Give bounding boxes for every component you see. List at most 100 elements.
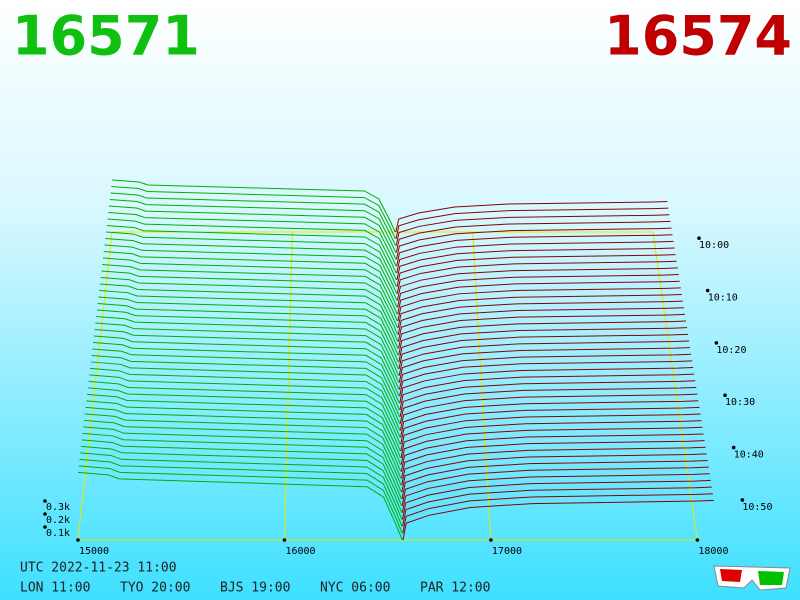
depth-line <box>102 257 398 315</box>
depth-line <box>402 486 712 527</box>
depth-line <box>91 354 400 417</box>
depth-line <box>78 465 403 534</box>
depth-line <box>397 280 680 315</box>
y-tick-label: 0.2k <box>46 515 70 526</box>
depth-line <box>397 300 683 335</box>
depth-line <box>105 231 397 287</box>
tick-mark <box>714 341 719 345</box>
tick-mark <box>723 393 727 398</box>
depth-line <box>395 220 671 253</box>
depth-line <box>401 440 705 479</box>
depth-line <box>79 458 403 527</box>
depth-line <box>82 432 402 500</box>
depth-line <box>97 302 399 363</box>
depth-line <box>396 260 677 294</box>
grid-line <box>77 231 113 541</box>
tick-mark <box>43 499 47 503</box>
depth-line <box>83 419 402 486</box>
depth-line <box>396 254 676 287</box>
depth-line <box>396 240 674 274</box>
x-tick-label: 18000 <box>698 546 728 557</box>
depth-line <box>96 315 400 376</box>
depth-line <box>88 380 401 445</box>
depth-line <box>398 313 685 349</box>
city-clock: LON 11:00 <box>20 581 90 596</box>
depth-line <box>398 347 691 383</box>
depth-line <box>93 335 400 397</box>
tick-mark <box>697 236 701 240</box>
depth-line <box>399 386 697 424</box>
3d-glasses-icon <box>713 565 791 591</box>
depth-line <box>397 293 682 328</box>
depth-line <box>397 307 684 342</box>
depth-line <box>401 479 711 520</box>
time-tick-label: 10:10 <box>708 293 738 304</box>
y-tick-label: 0.1k <box>46 528 70 539</box>
depth-line <box>109 198 397 253</box>
depth-line <box>400 433 704 472</box>
depth-line <box>108 205 397 260</box>
depth-line <box>395 201 668 233</box>
depth-line <box>83 426 402 493</box>
depth-line <box>401 446 706 486</box>
depth-line <box>105 237 398 294</box>
time-tick-label: 10:40 <box>734 450 764 461</box>
tick-mark <box>43 525 47 529</box>
depth-line <box>395 207 669 239</box>
depth-line <box>103 250 398 308</box>
tick-mark <box>695 538 700 542</box>
depth-line <box>108 211 397 267</box>
city-clock: PAR 12:00 <box>420 581 490 596</box>
depth-line <box>397 274 679 308</box>
ask-price: 16574 <box>604 5 792 68</box>
depth-line <box>400 420 702 458</box>
depth-line <box>77 471 403 541</box>
depth-line <box>94 328 400 390</box>
depth-line <box>111 185 396 240</box>
depth-line <box>99 283 399 342</box>
depth-line <box>396 234 673 267</box>
depth-line <box>90 361 401 424</box>
city-clock: BJS 19:00 <box>220 581 290 596</box>
time-tick-label: 10:30 <box>725 397 755 408</box>
x-tick-label: 16000 <box>285 546 315 557</box>
depth-line <box>402 493 713 534</box>
depth-line <box>398 327 688 363</box>
depth-line <box>80 452 403 520</box>
tick-mark <box>489 538 493 542</box>
depth-line <box>80 445 403 513</box>
depth-line <box>96 309 399 370</box>
depth-line <box>397 287 681 322</box>
depth-line <box>107 218 397 274</box>
depth-line <box>396 247 675 281</box>
depth-line <box>400 413 701 452</box>
grid-line <box>652 231 698 541</box>
depth-line <box>400 406 700 445</box>
depth-line <box>106 224 397 281</box>
time-tick-label: 10:00 <box>699 240 729 251</box>
depth-line <box>401 473 710 513</box>
city-clock: NYC 06:00 <box>320 581 390 596</box>
depth-line <box>110 192 397 246</box>
depth-line <box>398 340 690 376</box>
depth-line <box>401 453 707 493</box>
tick-mark <box>282 538 287 542</box>
depth-line <box>90 367 401 431</box>
depth-line <box>401 460 708 500</box>
x-tick-label: 15000 <box>79 546 109 557</box>
y-tick-label: 0.3k <box>46 502 70 513</box>
tick-mark <box>731 445 736 450</box>
depth-line <box>86 400 402 465</box>
depth-line <box>85 406 402 472</box>
depth-line <box>399 380 696 417</box>
depth-line <box>398 320 686 356</box>
depth-line <box>95 322 400 383</box>
time-tick-label: 10:50 <box>742 502 772 513</box>
depth-line <box>396 267 678 301</box>
depth-line <box>99 289 399 349</box>
depth-line <box>400 400 699 438</box>
depth-line <box>98 296 399 356</box>
depth-line <box>398 353 692 390</box>
